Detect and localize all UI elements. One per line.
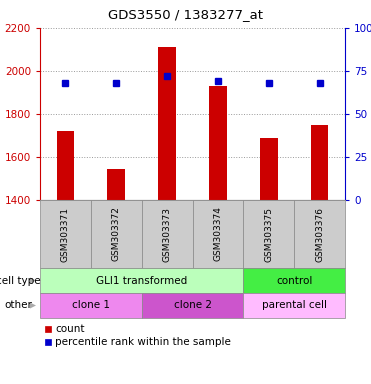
Bar xyxy=(158,47,176,200)
Bar xyxy=(260,137,278,200)
Text: percentile rank within the sample: percentile rank within the sample xyxy=(55,337,231,347)
Text: cell type: cell type xyxy=(0,275,40,285)
Text: GSM303373: GSM303373 xyxy=(162,207,171,262)
Text: parental cell: parental cell xyxy=(262,301,327,311)
Text: GSM303375: GSM303375 xyxy=(264,207,273,262)
Text: other: other xyxy=(4,301,32,311)
Text: GSM303371: GSM303371 xyxy=(61,207,70,262)
Bar xyxy=(56,131,74,200)
Text: GSM303374: GSM303374 xyxy=(213,207,223,262)
Polygon shape xyxy=(30,303,36,308)
Text: GDS3550 / 1383277_at: GDS3550 / 1383277_at xyxy=(108,8,263,21)
Text: clone 2: clone 2 xyxy=(174,301,211,311)
Polygon shape xyxy=(30,278,36,283)
Bar xyxy=(107,169,125,200)
Bar xyxy=(311,125,328,200)
Bar xyxy=(209,86,227,200)
Text: control: control xyxy=(276,275,312,285)
Text: GSM303372: GSM303372 xyxy=(112,207,121,262)
Text: clone 1: clone 1 xyxy=(72,301,110,311)
Text: GLI1 transformed: GLI1 transformed xyxy=(96,275,187,285)
Text: GSM303376: GSM303376 xyxy=(315,207,324,262)
Text: count: count xyxy=(55,324,85,334)
